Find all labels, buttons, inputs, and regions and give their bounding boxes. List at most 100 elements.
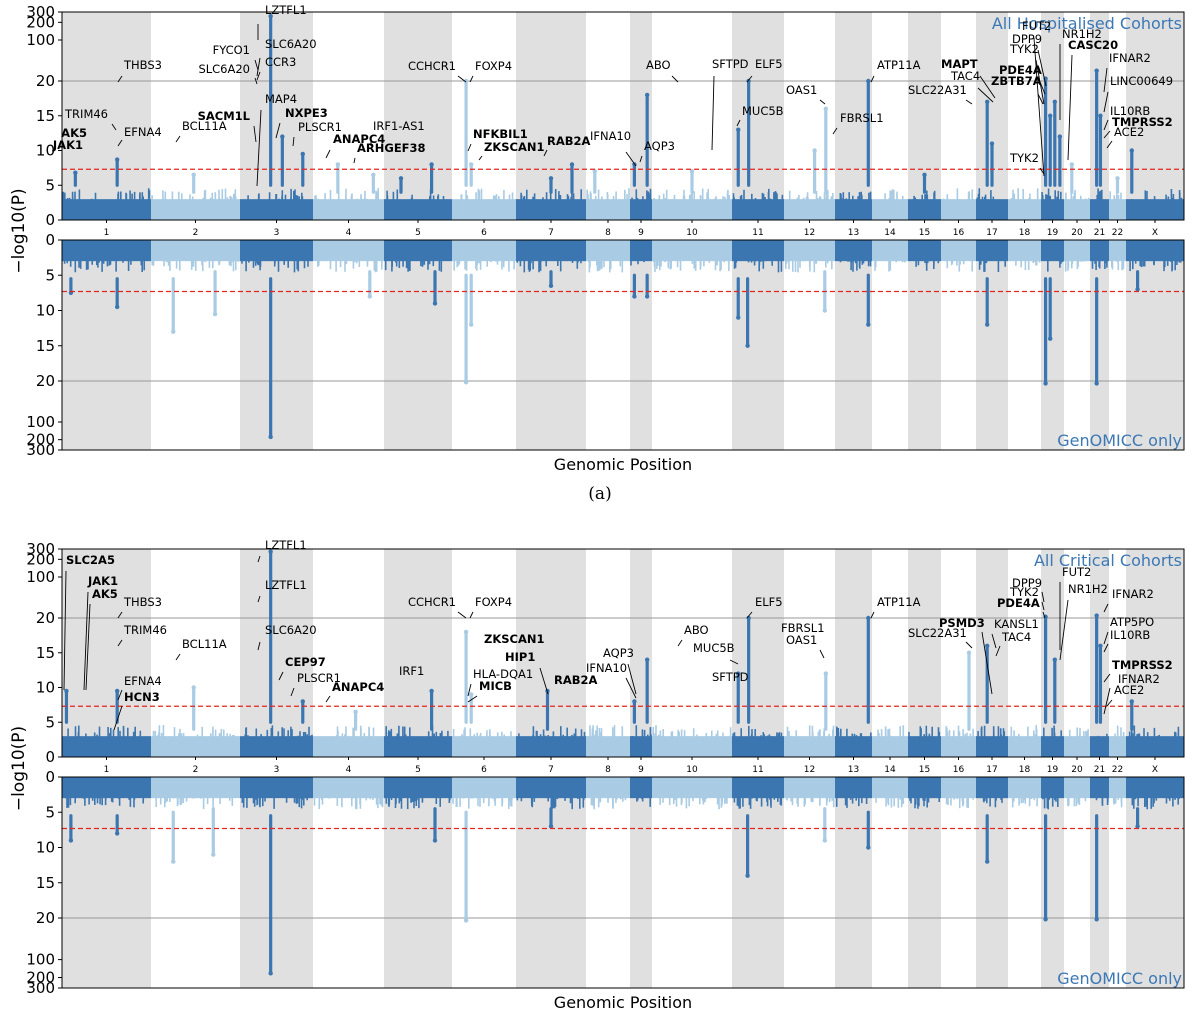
peak-point: [812, 148, 817, 153]
point-mass: [732, 240, 784, 262]
y-tick-top-label: 15: [36, 107, 55, 125]
gene-label: MICB: [479, 679, 512, 693]
gene-label-leader: [1103, 687, 1111, 715]
y-tick-bottom-label: 10: [36, 302, 55, 320]
point-mass: [1109, 240, 1126, 262]
point-mass: [452, 736, 516, 757]
chromosome-tick-label: 21: [1094, 228, 1105, 238]
gene-label-leader: [819, 99, 826, 105]
gene-label-leader: [1103, 643, 1109, 653]
point-mass: [1126, 240, 1184, 262]
point-mass: [62, 736, 151, 757]
peak-point: [822, 308, 827, 313]
gene-label: ATP11A: [877, 58, 921, 72]
point-mass: [784, 777, 835, 799]
point-mass: [586, 199, 630, 220]
gene-label: DPP9: [1012, 576, 1042, 590]
point-mass: [240, 199, 313, 220]
gene-label-leader: [278, 671, 284, 681]
gene-label-leader: [1033, 37, 1045, 177]
chromosome-tick-label: 10: [686, 765, 698, 775]
gene-label-leader: [995, 645, 1001, 657]
peak-point: [171, 329, 176, 334]
gene-label: SLC6A20: [265, 37, 317, 51]
point-mass: [908, 199, 941, 220]
peak-point: [632, 699, 637, 704]
chromosome-band: [976, 777, 1008, 988]
peak-point: [114, 831, 120, 836]
chromosome-tick-label: 16: [953, 765, 965, 775]
peak-point: [985, 99, 990, 105]
peak-point: [1052, 99, 1058, 105]
gene-label-leader: [117, 139, 123, 147]
chromosome-tick-label: 12: [804, 228, 815, 238]
chromosome-tick-label: 11: [752, 228, 763, 238]
y-tick-top-label: 5: [45, 713, 55, 731]
peak-point: [398, 176, 404, 181]
gene-label-leader: [1041, 591, 1045, 603]
y-tick-bottom-label: 200: [26, 431, 55, 449]
point-mass: [516, 240, 586, 262]
gene-label-leader: [977, 87, 994, 103]
bottom-cohort-title: GenOMICC only: [1057, 431, 1182, 450]
peak-point: [745, 873, 750, 878]
point-mass: [1090, 736, 1109, 757]
point-mass: [630, 199, 652, 220]
peak-point: [746, 78, 751, 84]
gene-label: TMPRSS2: [1112, 658, 1173, 672]
gene-label-leader: [1103, 673, 1111, 683]
gene-label: TRIM46: [123, 623, 167, 637]
gene-label-leader: [353, 157, 356, 164]
chromosome-band: [835, 240, 872, 450]
peak-point: [822, 838, 827, 843]
chromosome-tick-label: X: [1152, 765, 1158, 775]
point-mass: [835, 736, 872, 757]
y-tick-bottom-label: 15: [36, 874, 55, 892]
gene-label-leader: [117, 611, 123, 619]
y-tick-top-label: 300: [26, 3, 55, 21]
point-mass: [732, 199, 784, 220]
point-mass: [976, 736, 1008, 757]
point-mass: [941, 199, 976, 220]
peak-point: [68, 838, 74, 843]
chromosome-tick-label: 17: [986, 765, 997, 775]
point-mass: [1126, 199, 1184, 220]
chromosome-tick-label: 7: [548, 228, 554, 238]
peak-point: [1057, 134, 1063, 139]
gene-label-leader: [117, 75, 123, 83]
chromosome-tick-label: 4: [346, 228, 352, 238]
peak-point: [469, 162, 474, 167]
peak-point: [548, 824, 554, 829]
peak-point: [644, 92, 650, 98]
gene-label-leader: [1103, 67, 1108, 93]
gene-label: CCHCR1: [408, 595, 456, 609]
point-mass: [151, 736, 240, 757]
gene-label: ZKSCAN1: [484, 632, 545, 646]
gene-label: OAS1: [786, 633, 817, 647]
peak-point: [1094, 917, 1099, 922]
point-mass: [872, 777, 908, 799]
point-mass: [1109, 777, 1126, 799]
x-axis-label: Genomic Position: [554, 455, 692, 474]
gene-label: TYK2: [1009, 585, 1039, 599]
peak-point: [985, 859, 990, 864]
gene-label: ACE2: [1114, 125, 1144, 139]
gene-label-leader: [467, 695, 478, 703]
gene-label-leader: [1103, 603, 1109, 613]
chromosome-band: [835, 549, 872, 757]
gene-label-leader: [1042, 611, 1046, 619]
point-mass: [630, 777, 652, 799]
gene-label-leader: [257, 641, 261, 651]
chromosome-tick-label: 4: [346, 765, 352, 775]
gene-label: SLC22A31: [908, 626, 967, 640]
chromosome-band: [908, 549, 941, 757]
gene-label: HIP1: [505, 650, 535, 664]
y-tick-bottom-label: 300: [26, 441, 55, 459]
peak-point: [985, 643, 990, 648]
gene-label: RAB2A: [554, 673, 598, 687]
gene-label: AK5: [92, 587, 118, 601]
gene-label-leader: [457, 611, 467, 619]
gene-label: LINC00649: [1110, 74, 1173, 88]
peak-point: [463, 629, 469, 635]
peak-point: [432, 301, 438, 306]
